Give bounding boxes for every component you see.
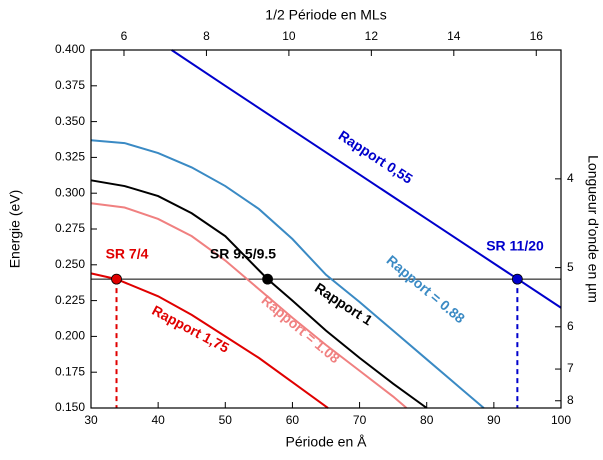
x-tick-label: 40 (151, 413, 165, 427)
point (111, 273, 122, 285)
x-tick-label: 50 (219, 413, 233, 427)
series-line (90, 139, 485, 409)
curve-label: Rapport 1,75 (149, 302, 232, 356)
x-tick-label: 80 (420, 413, 434, 427)
y2-tick-label: 4 (567, 171, 574, 185)
y-tick-label: 0.350 (55, 114, 85, 128)
y-tick-label: 0.250 (55, 257, 85, 271)
point-label: SR 9.5/9.5 (210, 246, 276, 262)
x2-tick-label: 12 (365, 29, 379, 43)
series-line (90, 202, 408, 409)
x-tick-label: 70 (353, 413, 367, 427)
plot-frame (90, 49, 562, 409)
point-label: SR 11/20 (486, 238, 544, 254)
curve-label: Rapport = 0.88 (384, 252, 469, 327)
series-line (90, 179, 428, 409)
y2-tick-label: 6 (567, 319, 574, 333)
y-tick-label: 0.400 (55, 42, 85, 56)
y-axis-title: Energie (eV) (7, 190, 23, 269)
y-tick-label: 0.200 (55, 329, 85, 343)
x-axis-title: Période en Å (286, 434, 368, 450)
point (262, 273, 273, 285)
y-tick-label: 0.375 (55, 78, 85, 92)
curve-label: Rapport 0,55 (336, 127, 416, 187)
x2-tick-label: 10 (282, 29, 296, 43)
x2-tick-label: 14 (447, 29, 461, 43)
x2-axis-title: 1/2 Période en MLs (265, 7, 386, 23)
y2-axis-title: Longueur d'onde en µm (585, 155, 601, 303)
y-tick-label: 0.300 (55, 185, 85, 199)
y2-tick-label: 5 (567, 260, 574, 274)
x2-tick-label: 8 (203, 29, 210, 43)
curve-label: Rapport 1 (312, 279, 376, 328)
y-tick-label: 0.275 (55, 221, 85, 235)
x2-tick-label: 6 (121, 29, 128, 43)
y-tick-label: 0.150 (55, 400, 85, 414)
series-line (171, 49, 562, 309)
x-tick-label: 90 (487, 413, 501, 427)
y-tick-label: 0.225 (55, 293, 85, 307)
x-tick-label: 30 (84, 413, 98, 427)
series-line (90, 272, 329, 409)
y2-tick-label: 7 (567, 361, 574, 375)
x-tick-label: 60 (286, 413, 300, 427)
x2-tick-label: 16 (530, 29, 544, 43)
y-tick-label: 0.325 (55, 150, 85, 164)
point (511, 273, 523, 285)
y-tick-label: 0.175 (55, 364, 85, 378)
y2-tick-label: 8 (567, 393, 574, 407)
point-label: SR 7/4 (106, 246, 149, 262)
x-tick-label: 100 (551, 413, 571, 427)
